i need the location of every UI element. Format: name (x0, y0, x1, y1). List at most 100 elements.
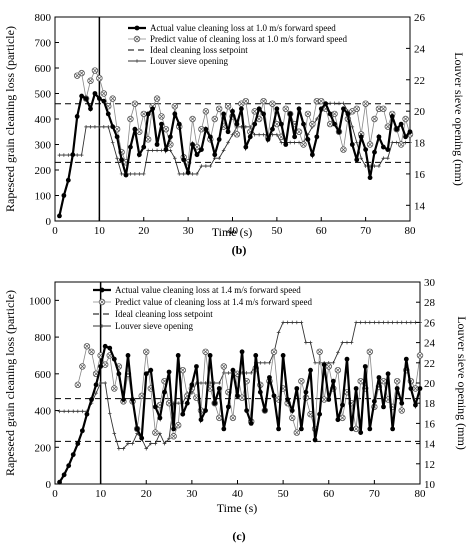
data-point (354, 157, 360, 163)
data-point (323, 101, 329, 107)
data-point-cross (103, 362, 108, 367)
data-point (380, 144, 386, 150)
data-point (139, 435, 145, 441)
data-point (143, 371, 149, 377)
data-point (340, 402, 345, 408)
data-point (233, 131, 241, 138)
data-point (381, 320, 386, 325)
data-point (198, 125, 205, 133)
y-tick-label: 200 (35, 165, 52, 177)
data-point (318, 97, 325, 105)
data-point (367, 426, 373, 432)
y2-tick-label: 22 (424, 358, 435, 370)
data-point (280, 353, 286, 358)
data-point-cross (340, 415, 345, 421)
data-point (153, 441, 158, 446)
data-point (57, 409, 62, 414)
data-point (215, 105, 223, 112)
y-tick-label: 1000 (29, 295, 52, 307)
data-point (216, 137, 222, 142)
data-point-cross (283, 106, 288, 111)
data-point-cross (93, 371, 99, 376)
data-point (298, 426, 304, 432)
data-point-cross (353, 426, 359, 432)
data-point-cross (203, 349, 208, 354)
y-tick-label: 200 (35, 442, 52, 454)
y-tick-label: 800 (35, 332, 52, 344)
x-tick-label: 20 (141, 488, 153, 500)
data-point-cross (376, 106, 382, 111)
data-point-cross (221, 364, 226, 369)
data-point (258, 361, 263, 365)
y-tick-label: 400 (35, 114, 52, 126)
data-point (70, 452, 76, 458)
data-point-cross (89, 349, 94, 354)
data-point (298, 377, 305, 385)
data-point (100, 324, 104, 328)
data-point (276, 426, 281, 432)
data-point (159, 121, 164, 127)
data-point (349, 340, 354, 345)
data-point-cross (139, 393, 144, 399)
y2-tick-label: 24 (414, 43, 426, 55)
data-point (84, 411, 90, 417)
y2-tick-label: 12 (424, 459, 435, 471)
x-axis-label: Time (s) (217, 501, 258, 515)
data-point (217, 381, 222, 385)
y-axis-label: Rapeseed grain cleaning loss (particle) (3, 26, 17, 212)
data-point (217, 156, 221, 161)
data-point (216, 414, 223, 422)
data-point (176, 121, 182, 127)
data-point (189, 382, 195, 388)
data-point (133, 172, 137, 176)
data-point-cross (134, 36, 140, 42)
data-point (358, 320, 363, 325)
data-point (404, 320, 409, 325)
data-point-cross (194, 395, 199, 400)
data-point (221, 148, 226, 153)
data-point (332, 121, 337, 127)
data-point (146, 148, 150, 153)
y-tick-label: 0 (46, 479, 52, 491)
data-point-cross (128, 116, 133, 122)
data-point (326, 397, 332, 402)
data-point-cross (308, 412, 313, 417)
data-point (136, 128, 143, 135)
data-point (230, 132, 235, 137)
data-point (207, 134, 213, 140)
data-point-cross (159, 114, 164, 119)
data-point (274, 106, 280, 112)
data-point-cross (261, 99, 266, 104)
data-point (267, 375, 272, 380)
data-point (376, 375, 382, 380)
data-point (358, 430, 364, 435)
data-point (389, 114, 395, 119)
data-point (91, 67, 99, 74)
data-point (128, 144, 133, 150)
x-tick-label: 40 (227, 225, 239, 237)
data-point (170, 433, 177, 440)
data-point (350, 125, 355, 129)
data-point (106, 125, 111, 129)
data-point (336, 350, 340, 355)
data-point (316, 348, 323, 355)
data-point (335, 417, 341, 423)
y2-axis-label: Louver sieve opening (mm) (452, 52, 466, 186)
data-point (368, 320, 372, 325)
y-tick-label: 100 (35, 191, 52, 203)
data-point-cross (163, 127, 169, 132)
data-point (66, 463, 72, 469)
data-point-cross (341, 147, 346, 152)
data-point (62, 153, 66, 157)
data-point-cross (305, 111, 311, 117)
data-point-cross (217, 106, 222, 111)
data-point (172, 111, 178, 117)
data-point (253, 353, 259, 358)
data-point (366, 348, 374, 355)
data-point (66, 409, 71, 414)
data-point (168, 148, 173, 153)
data-point-cross (403, 116, 408, 122)
data-point-cross (310, 121, 315, 127)
data-point-cross (107, 353, 112, 358)
series-3 (57, 101, 412, 176)
